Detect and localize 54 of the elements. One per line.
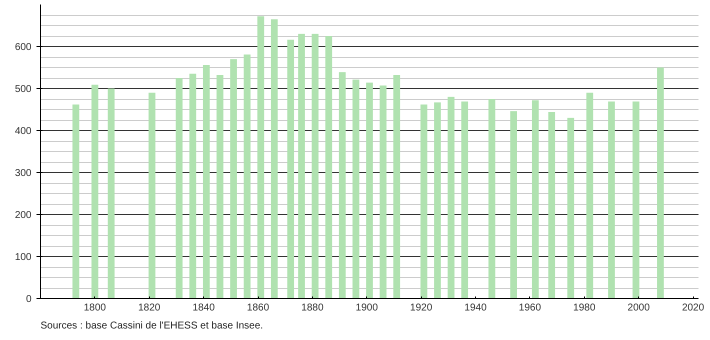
bar [230, 59, 237, 298]
bar [312, 34, 319, 298]
bar [352, 80, 360, 298]
bar [420, 104, 428, 298]
x-tick-label: 1900 [356, 302, 378, 314]
x-tick-label: 1880 [301, 302, 324, 314]
bar [657, 68, 664, 298]
bar [448, 96, 454, 298]
y-tick-label: 200 [14, 210, 32, 221]
bar [298, 34, 305, 298]
bar [244, 54, 251, 298]
bar [567, 118, 574, 298]
bar [189, 74, 196, 298]
y-tick-label: 100 [14, 252, 32, 263]
bar [608, 102, 615, 298]
x-tick-label: 1920 [410, 302, 433, 314]
bar [434, 102, 441, 298]
bar [91, 84, 98, 298]
bar [632, 102, 640, 298]
x-tick-label: 1940 [464, 302, 488, 314]
bar [270, 19, 278, 298]
bar [148, 92, 156, 298]
bar [393, 75, 400, 298]
bar [461, 102, 468, 298]
x-tick-label: 1820 [138, 302, 161, 314]
bar [287, 40, 294, 298]
y-tick-label: 0 [26, 294, 32, 305]
x-tick-label: 2000 [628, 302, 650, 314]
x-tick-label: 1960 [518, 302, 542, 314]
x-tick-label: 1860 [246, 302, 270, 314]
x-tick-label: 1840 [192, 302, 216, 314]
bar [338, 72, 346, 298]
bar [176, 78, 183, 298]
bar [548, 112, 556, 298]
bar [325, 36, 332, 298]
bar [366, 82, 373, 298]
bar [108, 88, 115, 298]
bar [488, 99, 496, 298]
y-tick-label: 400 [14, 126, 32, 137]
x-tick-label: 1980 [573, 302, 596, 314]
bar [380, 86, 386, 298]
source-note: Sources : base Cassini de l'EHESS et base Insee. [40, 320, 264, 332]
bar [532, 100, 539, 298]
bar [257, 16, 264, 298]
bar [202, 64, 210, 298]
y-tick-label: 600 [14, 42, 32, 53]
y-tick-label: 300 [14, 168, 32, 179]
x-tick-label: 2020 [682, 302, 705, 314]
bar [72, 104, 80, 298]
bar [586, 92, 594, 298]
bar [510, 111, 518, 298]
bar [216, 75, 224, 298]
x-tick-label: 1800 [84, 302, 106, 314]
y-tick-label: 500 [14, 84, 32, 95]
